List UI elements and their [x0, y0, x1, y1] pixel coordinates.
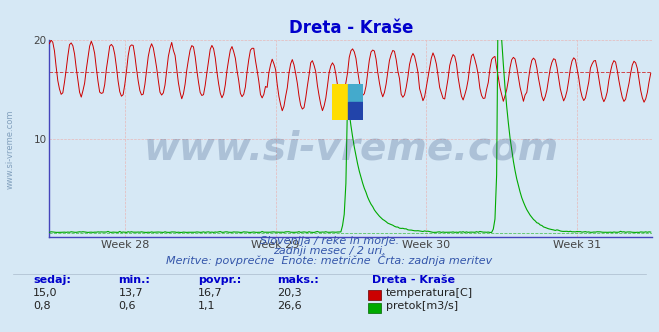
- Text: temperatura[C]: temperatura[C]: [386, 288, 473, 298]
- Text: maks.:: maks.:: [277, 275, 318, 285]
- Text: Dreta - Kraše: Dreta - Kraše: [372, 275, 455, 285]
- Text: 0,6: 0,6: [119, 301, 136, 311]
- Text: 20,3: 20,3: [277, 288, 301, 298]
- Text: www.si-vreme.com: www.si-vreme.com: [5, 110, 14, 189]
- Text: Meritve: povprečne  Enote: metrične  Črta: zadnja meritev: Meritve: povprečne Enote: metrične Črta:…: [166, 254, 493, 266]
- Text: 13,7: 13,7: [119, 288, 143, 298]
- Text: 0,8: 0,8: [33, 301, 51, 311]
- Text: povpr.:: povpr.:: [198, 275, 241, 285]
- Text: zadnji mesec / 2 uri.: zadnji mesec / 2 uri.: [273, 246, 386, 256]
- Text: 15,0: 15,0: [33, 288, 57, 298]
- Text: Slovenija / reke in morje.: Slovenija / reke in morje.: [260, 236, 399, 246]
- Text: 16,7: 16,7: [198, 288, 222, 298]
- Text: 1,1: 1,1: [198, 301, 215, 311]
- Text: sedaj:: sedaj:: [33, 275, 71, 285]
- Text: 26,6: 26,6: [277, 301, 301, 311]
- Title: Dreta - Kraše: Dreta - Kraše: [289, 19, 413, 37]
- Text: min.:: min.:: [119, 275, 150, 285]
- Text: pretok[m3/s]: pretok[m3/s]: [386, 301, 458, 311]
- Text: www.si-vreme.com: www.si-vreme.com: [143, 129, 559, 167]
